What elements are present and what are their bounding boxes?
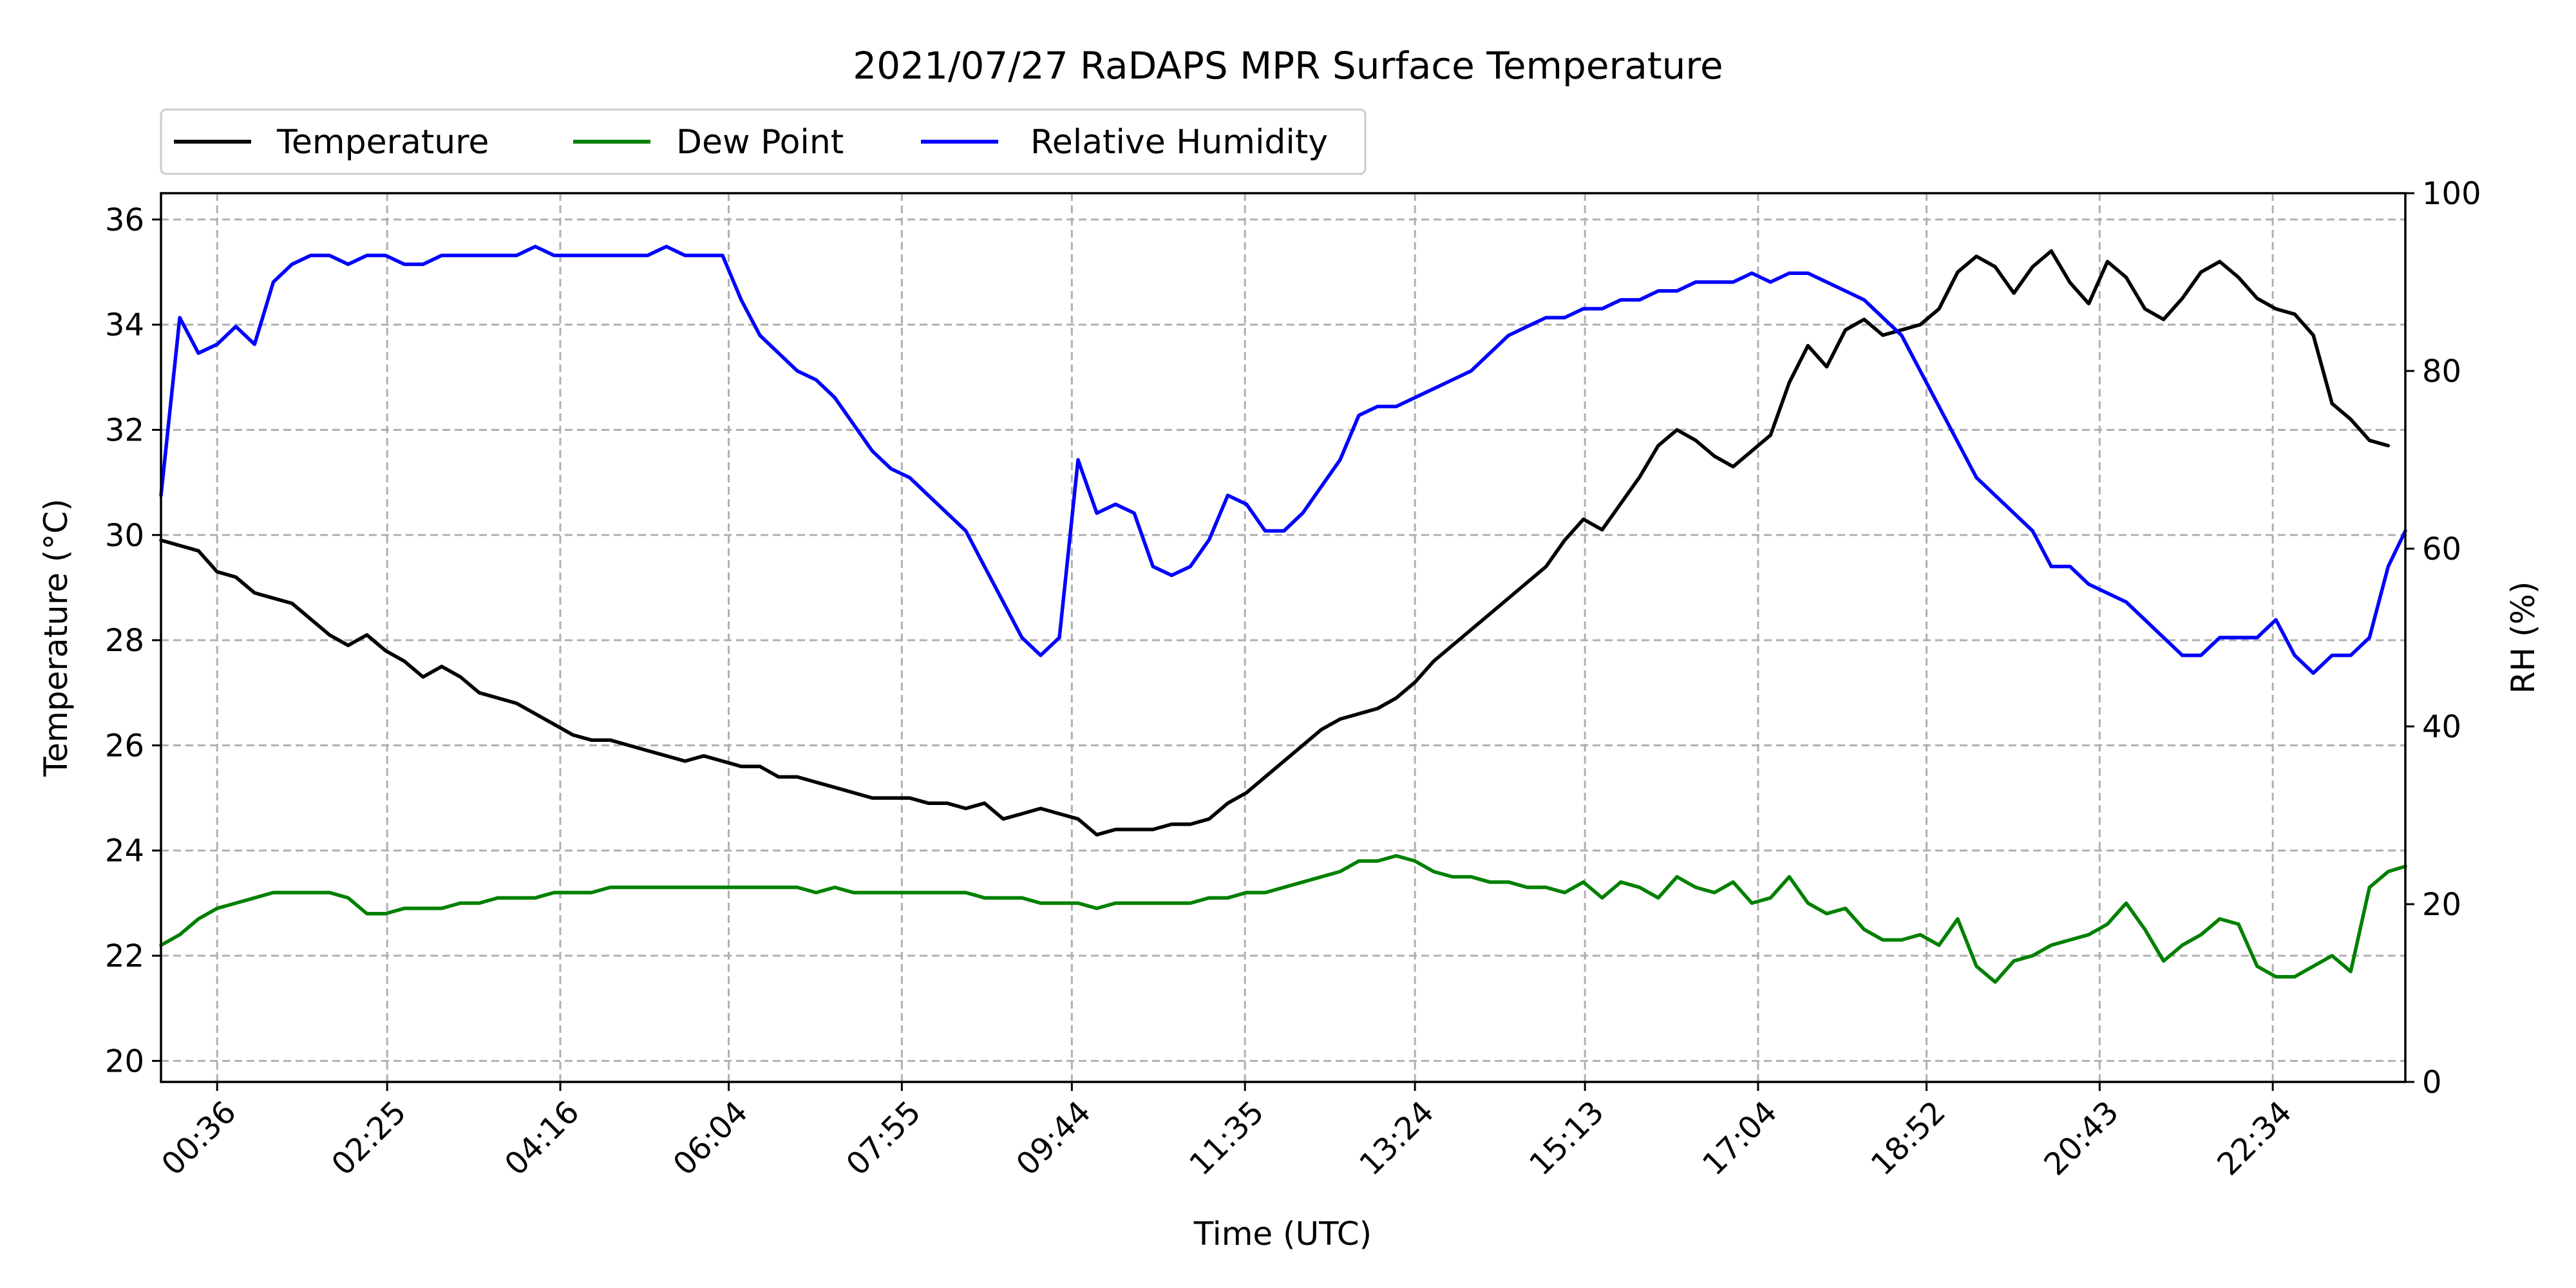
x-tick-label: 13:24 [1352, 1094, 1441, 1182]
y2-tick-label: 100 [2422, 176, 2481, 212]
legend-label-dew-point: Dew Point [676, 123, 844, 162]
x-tick-label: 04:16 [498, 1094, 586, 1182]
y2-tick-label: 20 [2422, 887, 2461, 923]
series-line-temperature [159, 249, 2391, 837]
y2-tick-label: 60 [2422, 531, 2461, 567]
y-axis-label: Temperature (°C) [37, 498, 75, 777]
x-axis: 00:36 02:25 04:16 06:04 07:55 09:44 11:35 13:24… [155, 1082, 2299, 1182]
y2-tick-label: 40 [2422, 709, 2461, 745]
y-tick-label: 28 [105, 623, 144, 659]
x-tick-label: 06:04 [667, 1094, 755, 1182]
x-tick-label: 22:34 [2210, 1094, 2298, 1182]
y2-axis-label: RH (%) [2505, 582, 2542, 694]
series-layer [159, 245, 2407, 984]
x-tick-label: 09:44 [1009, 1094, 1097, 1182]
chart-title: 2021/07/27 RaDAPS MPR Surface Temperatur… [853, 44, 1723, 88]
y-tick-label: 36 [105, 202, 144, 238]
grid [161, 193, 2405, 1082]
x-tick-label: 00:36 [155, 1094, 243, 1182]
legend-frame [160, 108, 1367, 175]
y-tick-label: 32 [105, 412, 144, 448]
x-tick-label: 20:43 [2037, 1094, 2125, 1182]
y-tick-label: 30 [105, 518, 144, 554]
series-line-relative-humidity [159, 245, 2407, 675]
x-tick-label: 18:52 [1864, 1094, 1953, 1182]
y-tick-label: 20 [105, 1043, 144, 1079]
y2-tick-label: 80 [2422, 354, 2461, 390]
y-tick-label: 26 [105, 728, 144, 764]
y2-tick-label: 0 [2422, 1065, 2442, 1101]
x-tick-label: 11:35 [1182, 1094, 1271, 1182]
y-tick-label: 22 [105, 938, 144, 974]
x-tick-label: 02:25 [325, 1094, 413, 1182]
legend-label-temperature: Temperature [276, 123, 489, 162]
series-line-dew-point [159, 854, 2407, 984]
x-axis-label: Time (UTC) [1193, 1215, 1372, 1253]
plot-area-frame [160, 192, 2407, 1083]
x-tick-label: 07:55 [839, 1094, 927, 1182]
x-tick-label: 15:13 [1522, 1094, 1611, 1182]
y-axis-left: 20 22 24 26 28 30 32 34 36 [105, 202, 161, 1079]
y-tick-label: 34 [105, 307, 144, 343]
legend: Temperature Dew Point Relative Humidity [160, 108, 1367, 175]
y-axis-right: 0 20 40 60 80 100 [2405, 176, 2481, 1101]
x-tick-label: 17:04 [1696, 1094, 1784, 1182]
y-tick-label: 24 [105, 833, 144, 869]
legend-label-relative-humidity: Relative Humidity [1030, 123, 1328, 162]
